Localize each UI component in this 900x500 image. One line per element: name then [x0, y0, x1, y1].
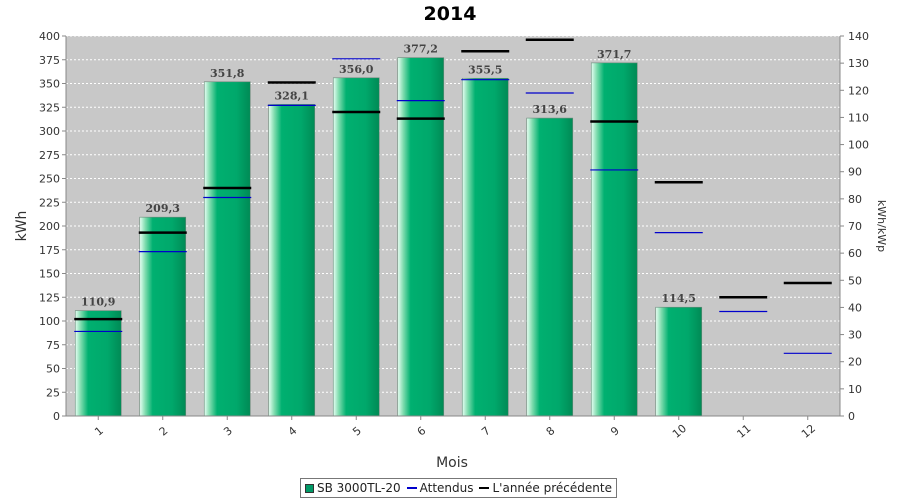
- bar: [74, 310, 122, 417]
- y2-tick-label: 10: [848, 383, 862, 396]
- gridlines: [66, 35, 840, 393]
- y2-tick-label: 110: [848, 111, 869, 124]
- legend-item-bars: SB 3000TL-20: [305, 481, 401, 495]
- y-tick-label: 125: [39, 291, 60, 304]
- bar-value-label: 110,9: [81, 296, 115, 309]
- y-tick-label: 250: [39, 173, 60, 186]
- legend-item-previous-year: L'année précédente: [479, 481, 612, 495]
- x-tick-label: 8: [544, 424, 558, 438]
- y2-tick-label: 20: [848, 356, 862, 369]
- x-tick-label: 6: [415, 424, 429, 438]
- y-tick-label: 275: [39, 149, 60, 162]
- data-labels: 110,9 209,3 351,8 328,1 356,0 377,2 355,5 313,6…: [81, 43, 696, 309]
- y-tick-label: 325: [39, 101, 60, 114]
- y2-tick-label: 100: [848, 139, 869, 152]
- y2-tick-label: 130: [848, 57, 869, 70]
- bar-value-label: 351,8: [210, 67, 245, 80]
- y-tick-label: 225: [39, 196, 60, 209]
- x-tick-label: 10: [670, 422, 689, 441]
- legend-label-expected: Attendus: [419, 481, 474, 495]
- bar: [397, 57, 445, 417]
- y2-tick-label: 120: [848, 84, 869, 97]
- legend-swatch-expected: [406, 487, 417, 489]
- y2-tick-label: 0: [848, 410, 855, 423]
- bar-value-label: 114,5: [662, 292, 696, 305]
- y-tick-label: 200: [39, 220, 60, 233]
- y2-tick-label: 80: [848, 193, 862, 206]
- legend-swatch-bars: [305, 483, 314, 493]
- y2-tick-label: 50: [848, 274, 862, 287]
- legend-label-previous-year: L'année précédente: [492, 481, 612, 495]
- y-tick-label: 175: [39, 244, 60, 257]
- y2-tick-label: 70: [848, 220, 862, 233]
- bar: [203, 81, 251, 417]
- y-tick-label: 0: [53, 410, 60, 423]
- bar: [268, 104, 316, 417]
- axes: 0255075100125150175200225250275300325350…: [39, 30, 869, 441]
- markers: [74, 38, 832, 354]
- y-tick-label: 400: [39, 30, 60, 43]
- y-tick-label: 375: [39, 54, 60, 67]
- y-tick-label: 75: [46, 339, 60, 352]
- y2-axis-label: kWh/kWp: [875, 200, 888, 252]
- y2-tick-label: 40: [848, 301, 862, 314]
- y2-tick-label: 140: [848, 30, 869, 43]
- bar-value-label: 328,1: [275, 89, 309, 102]
- x-tick-label: 2: [157, 424, 171, 438]
- bar: [332, 77, 380, 417]
- x-tick-label: 11: [734, 422, 753, 441]
- bar-value-label: 377,2: [404, 43, 438, 56]
- y-tick-label: 25: [46, 386, 60, 399]
- y-tick-label: 350: [39, 78, 60, 91]
- chart-title: 2014: [424, 3, 477, 25]
- chart: 2014 110,9209,3351,8328,1356,0377,2355,5…: [14, 3, 888, 471]
- y2-tick-label: 60: [848, 247, 862, 260]
- x-tick-label: 9: [608, 424, 622, 438]
- y-tick-label: 150: [39, 268, 60, 281]
- x-axis-label: Mois: [436, 455, 468, 471]
- bar-value-label: 209,3: [146, 202, 180, 215]
- y-axis-label: kWh: [14, 211, 30, 242]
- bar: [139, 216, 187, 417]
- x-tick-label: 5: [350, 424, 364, 438]
- x-tick-label: 4: [286, 424, 300, 438]
- legend-swatch-previous-year: [479, 487, 490, 489]
- bar-value-label: 355,5: [468, 63, 502, 76]
- y2-tick-label: 30: [848, 329, 862, 342]
- y2-tick-label: 90: [848, 166, 862, 179]
- bar: [655, 306, 703, 417]
- x-tick-label: 3: [221, 424, 235, 438]
- x-tick-label: 1: [92, 424, 106, 438]
- y-tick-label: 50: [46, 363, 60, 376]
- y-tick-label: 300: [39, 125, 60, 138]
- bar-value-label: 371,7: [597, 48, 631, 61]
- bar-value-label: 356,0: [339, 63, 374, 76]
- x-tick-label: 7: [479, 424, 493, 438]
- legend: SB 3000TL-20 Attendus L'année précédente: [300, 478, 617, 498]
- legend-item-expected: Attendus: [406, 481, 474, 495]
- y-tick-label: 100: [39, 315, 60, 328]
- legend-label-bars: SB 3000TL-20: [317, 481, 401, 495]
- bar: [526, 117, 574, 417]
- x-tick-label: 12: [799, 422, 818, 441]
- bar-value-label: 313,6: [533, 103, 568, 116]
- bar: [461, 77, 509, 417]
- bar: [590, 62, 638, 417]
